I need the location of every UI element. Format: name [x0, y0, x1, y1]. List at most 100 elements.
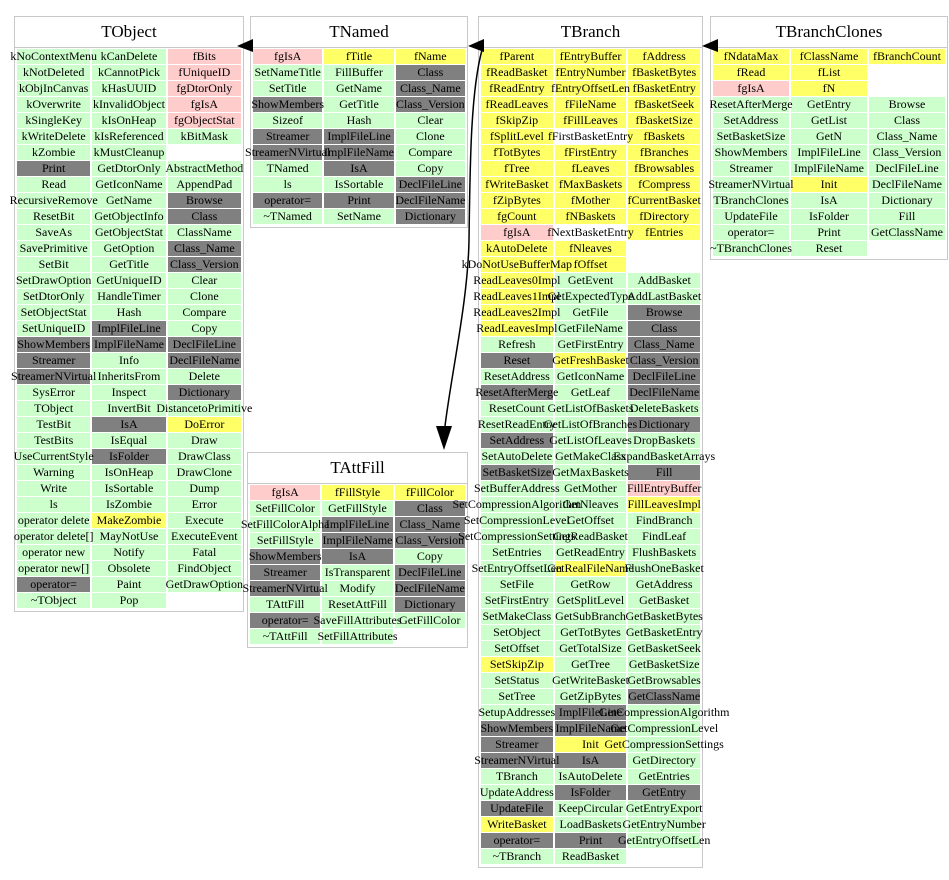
member-label: Dictionary — [178, 385, 230, 399]
member-label: Class_Name — [399, 81, 461, 95]
member-cell: TAttFill — [250, 597, 321, 612]
member-cell: ExecuteEvent — [167, 529, 241, 544]
member-cell: fWriteBasket — [481, 177, 553, 192]
member-cell: GetRow — [554, 577, 627, 592]
member-label: ImplFileName — [794, 161, 864, 175]
member-label: fBasketSeek — [634, 97, 695, 111]
member-label: fNleaves — [569, 241, 612, 255]
member-label: Print — [578, 833, 603, 847]
member-cell: GetMakeClass — [554, 449, 627, 464]
member-label: ImplFileLine — [97, 321, 161, 335]
member-label: Reset — [503, 353, 531, 367]
member-cell: fAddress — [628, 49, 701, 64]
member-label: SetNameTitle — [254, 65, 321, 79]
member-cell: fNdataMax — [713, 49, 789, 64]
member-label: DeleteBaskets — [629, 401, 699, 415]
member-label: GetDirectory — [632, 753, 696, 767]
member-cell: Fatal — [167, 545, 241, 560]
member-cell: operator delete — [17, 513, 91, 528]
member-cell: fBasketBytes — [628, 65, 701, 80]
member-label: TestBits — [34, 433, 74, 447]
member-label: Pop — [119, 593, 139, 607]
member-cell: fTree — [481, 161, 553, 176]
member-label: GetIconName — [95, 177, 163, 191]
member-cell: Info — [92, 353, 166, 368]
member-columns: fParent fReadBasket fReadEntry fReadLeaves f… — [453, 48, 730, 867]
member-column: fName Class Class_Name Class_Version Clear Cl… — [395, 49, 465, 225]
member-cell: Copy — [395, 161, 465, 176]
member-cell: GetIconName — [554, 369, 627, 384]
member-label: SaveAs — [35, 225, 72, 239]
member-cell: ImplFileLine — [554, 705, 627, 720]
member-label: GetBasket — [639, 593, 690, 607]
member-cell: SetObjectStat — [17, 305, 91, 320]
member-cell: ReadBasket — [554, 849, 627, 864]
member-label: fgCount — [497, 209, 537, 223]
member-cell: GetFreshBasket — [552, 353, 629, 368]
member-label: FindLeaf — [642, 529, 687, 543]
member-column: fParent fReadBasket fReadEntry fReadLeaves f… — [453, 49, 581, 865]
member-cell: FindObject — [167, 561, 241, 576]
member-label: Modify — [339, 581, 376, 595]
member-cell: Fill — [628, 465, 701, 480]
member-cell: Class_Name — [394, 517, 465, 532]
member-label: fEntryNumber — [555, 65, 626, 79]
member-label: Init — [820, 177, 838, 191]
member-cell: ResetAfterMerge — [475, 385, 558, 400]
member-label: GetTree — [571, 657, 610, 671]
member-label: SetSkipZip — [489, 657, 544, 671]
member-label: ImplFileLine — [325, 517, 390, 531]
member-label: ShowMembers — [480, 721, 554, 735]
member-column: fgIsA SetFillColor SetFillColorAlpha SetFil… — [241, 485, 330, 645]
member-cell: kZombie — [17, 145, 91, 160]
member-cell: Obsolete — [92, 561, 166, 576]
member-label: kZombie — [32, 145, 76, 159]
member-column: fFillColor Class Class_Name Class_Version Co… — [394, 485, 465, 645]
member-label: fReadEntry — [489, 81, 545, 95]
member-cell: GetN — [791, 129, 867, 144]
member-cell: GetUniqueID — [92, 273, 166, 288]
member-cell: Class — [394, 501, 465, 516]
member-label: kCanDelete — [100, 49, 158, 63]
member-label: fN — [822, 81, 836, 95]
member-cell: Copy — [394, 549, 465, 564]
member-cell: fCurrentBasket — [628, 193, 701, 208]
member-label: SetBufferAddress — [473, 481, 560, 495]
member-label: fgObjectStat — [173, 113, 235, 127]
member-label: SetOffset — [494, 641, 540, 655]
member-label: GetEntries — [638, 769, 690, 783]
member-label: fReadBasket — [486, 65, 548, 79]
member-cell: Reset — [481, 353, 553, 368]
member-label: ImplFileName — [555, 721, 626, 735]
member-cell: SaveAs — [17, 225, 91, 240]
member-label: ShowMembers — [17, 337, 90, 351]
empty-cell — [869, 81, 945, 96]
member-label: operator= — [493, 833, 541, 847]
member-label: GetName — [336, 81, 382, 95]
member-label: SetBit — [38, 257, 69, 271]
member-label: fBranchCount — [873, 49, 941, 63]
member-cell: Copy — [167, 321, 241, 336]
member-label: fUniqueID — [178, 65, 231, 79]
member-cell: IsTransparent — [322, 565, 393, 580]
member-cell: StreamerNVirtual — [245, 145, 330, 160]
member-label: Clear — [191, 273, 218, 287]
member-cell: TestBit — [17, 417, 91, 432]
member-cell: GetReadBasket — [553, 529, 628, 544]
member-cell: IsA — [322, 549, 393, 564]
member-cell: Dictionary — [395, 209, 465, 224]
member-label: Class_Version — [395, 97, 465, 111]
member-label: DistancetoPrimitive — [156, 401, 253, 415]
member-cell: fTotBytes — [481, 145, 553, 160]
member-label: Streamer — [266, 129, 310, 143]
member-cell: kCannotPick — [92, 65, 166, 80]
member-label: Notify — [113, 545, 145, 559]
member-label: SetObject — [493, 625, 541, 639]
member-label: GetList — [811, 113, 847, 127]
member-label: fTree — [504, 161, 530, 175]
member-label: ImplFileLine — [558, 705, 623, 719]
member-label: Delete — [188, 369, 220, 383]
member-cell: TBranchClones — [713, 193, 789, 208]
member-cell: fgIsA — [481, 225, 553, 240]
member-cell: IsZombie — [92, 497, 166, 512]
